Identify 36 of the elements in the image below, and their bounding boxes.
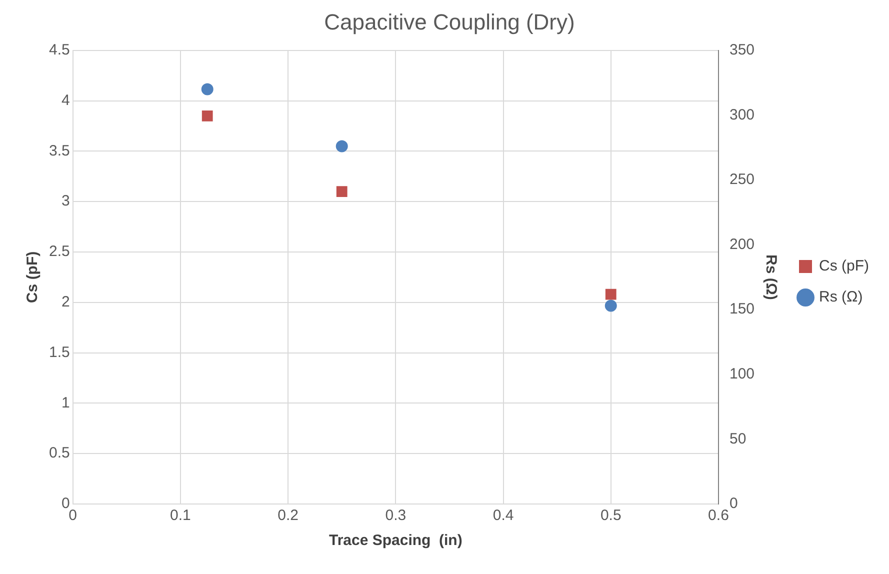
point: [604, 300, 617, 312]
y-tick-label: 3.5: [48, 142, 70, 160]
legend-label: Rs (Ω): [819, 288, 863, 306]
y-tick-label: 1: [62, 394, 70, 412]
y2-tick-label: 50: [729, 430, 746, 448]
y-tick-label: 3: [62, 192, 70, 210]
y-tick-label: 1.5: [48, 344, 70, 361]
point: [336, 186, 348, 197]
x-axis-title: Trace Spacing (in): [328, 532, 462, 550]
x-tick-label: 0.1: [170, 507, 191, 524]
y2-tick-label: 100: [729, 366, 755, 383]
y2-tick-label: 150: [729, 300, 755, 318]
y2-tick-label: 200: [729, 236, 755, 253]
x-tick-label: 0.2: [278, 507, 298, 524]
y2-tick-label: 350: [729, 42, 755, 59]
y-tick-label: 4: [62, 92, 70, 109]
x-tick-label: 0.4: [492, 507, 514, 524]
point: [202, 110, 213, 122]
x-tick-label: 0.3: [385, 507, 406, 524]
y2-tick-label: 300: [729, 106, 755, 124]
chart-title: Capacitive Coupling (Dry): [324, 9, 575, 34]
y-tick-label: 2.5: [48, 243, 70, 260]
y2-axis-title: Rs (Ω): [762, 254, 780, 300]
point: [605, 288, 616, 300]
legend-label: Cs (pF): [819, 258, 870, 275]
y2-tick-label: 250: [729, 171, 755, 188]
y-tick-label: 0.5: [48, 444, 70, 462]
y-tick-label: 2: [62, 294, 70, 311]
point: [201, 83, 214, 96]
y-axis-title: Cs (pF): [24, 251, 42, 304]
point: [336, 140, 348, 152]
y-tick-label: 0: [62, 495, 70, 512]
y-tick-label: 4.5: [48, 42, 70, 59]
x-tick-label: 0.5: [600, 507, 622, 524]
x-tick-label: 0.6: [708, 507, 729, 524]
y2-tick-label: 0: [729, 495, 738, 512]
